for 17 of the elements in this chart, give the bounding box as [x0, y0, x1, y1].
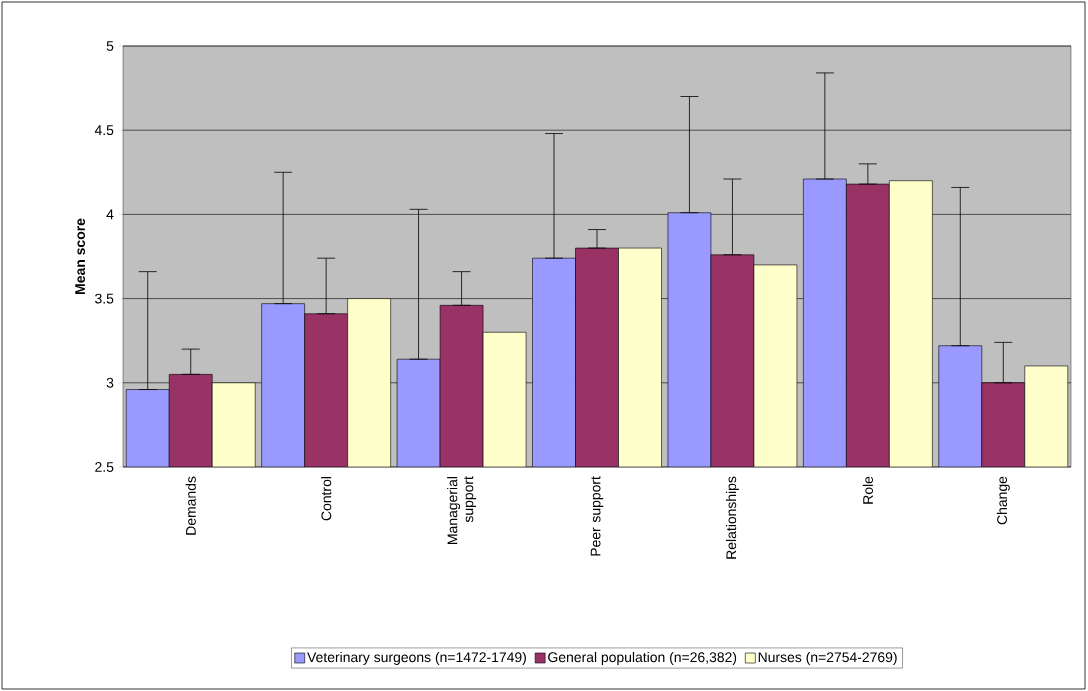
x-tick-label: Change [996, 476, 1010, 525]
y-tick-label: 3 [106, 377, 114, 388]
x-tick-label: Peer support [590, 476, 604, 556]
x-tick-label: Managerial support [447, 476, 477, 544]
y-tick-label: 2.5 [95, 462, 114, 472]
y-tick-label: 4 [106, 209, 114, 220]
legend-label: General population (n=26,382) [548, 651, 737, 665]
y-tick-label: 3.5 [95, 293, 114, 304]
x-tick-label: Relationships [725, 476, 739, 559]
x-tick-label: Role [862, 476, 873, 504]
legend-label: Veterinary surgeons (n=1472-1749) [307, 651, 526, 665]
y-tick-label: 4.5 [94, 125, 114, 136]
legend-label: Nurses (n=2754-2769) [758, 651, 897, 665]
y-axis-title: Mean score [75, 218, 86, 294]
y-tick-label: 5 [106, 41, 114, 51]
x-tick-label: Demands [185, 476, 196, 535]
x-tick-label: Control [321, 477, 332, 521]
